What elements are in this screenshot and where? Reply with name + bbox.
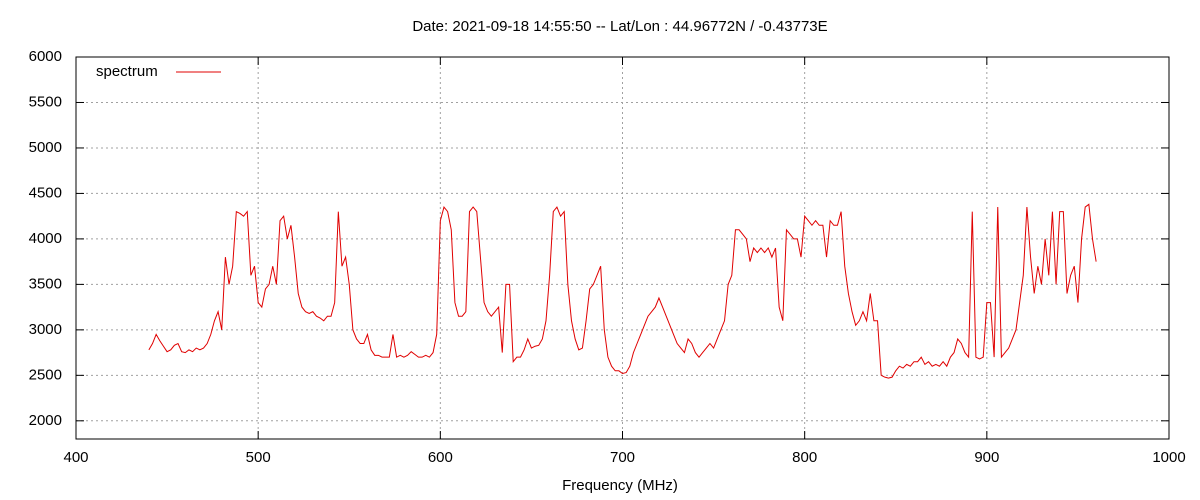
x-tick-label: 400: [63, 449, 88, 466]
x-tick-label: 600: [428, 449, 453, 466]
plot-border: [75, 56, 1170, 440]
x-tick-label: 700: [610, 449, 635, 466]
x-tick-label: 500: [246, 449, 271, 466]
y-tick-label: 4500: [29, 184, 62, 201]
y-tick-label: 3500: [29, 275, 62, 292]
y-tick-label: 5000: [29, 139, 62, 156]
x-axis-label: Frequency (MHz): [562, 477, 678, 494]
x-tick-label: 900: [974, 449, 999, 466]
x-tick-label: 1000: [1152, 449, 1185, 466]
series-line: [148, 203, 1097, 379]
y-tick-label: 3000: [29, 321, 62, 338]
y-tick-label: 4000: [29, 230, 62, 247]
legend-label: spectrum: [96, 63, 158, 80]
chart-title: Date: 2021-09-18 14:55:50 -- Lat/Lon : 4…: [412, 18, 827, 35]
y-tick-label: 6000: [29, 48, 62, 65]
y-tick-label: 2000: [29, 412, 62, 429]
y-tick-label: 5500: [29, 93, 62, 110]
x-tick-label: 800: [792, 449, 817, 466]
y-tick-label: 2500: [29, 366, 62, 383]
